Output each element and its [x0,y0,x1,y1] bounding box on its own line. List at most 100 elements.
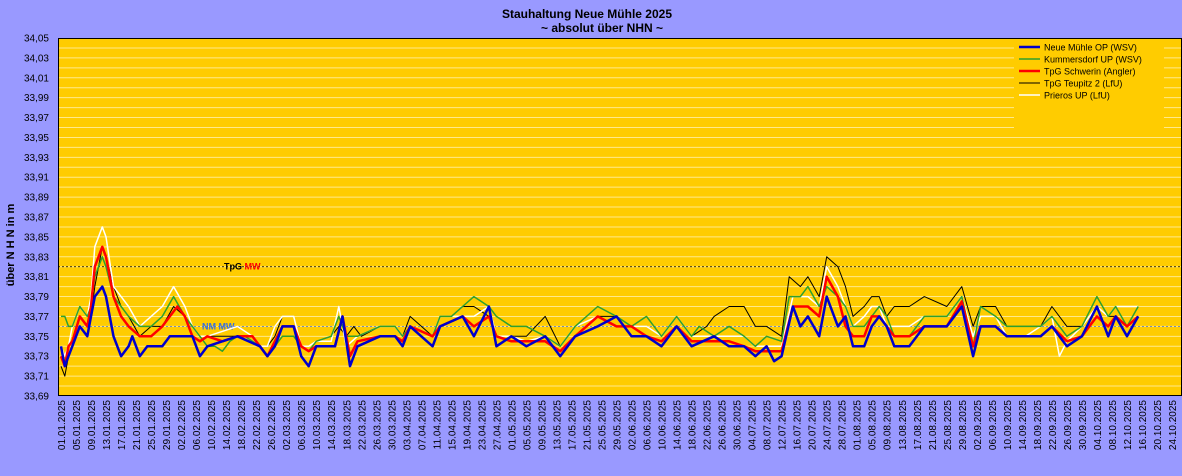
x-tick-label: 25.08.2025 [943,400,954,450]
x-tick-label: 27.04.2025 [492,400,503,450]
x-tick-label: 24.07.2025 [823,400,834,450]
x-tick-label: 18.02.2025 [237,400,248,450]
x-tick-label: 16.07.2025 [793,400,804,450]
reference-line-label: TpG MW [224,262,261,272]
x-tick-label: 07.04.2025 [417,400,428,450]
x-tick-label: 19.04.2025 [462,400,473,450]
y-axis-label: über N H N in m [5,204,17,287]
x-tick-label: 25.05.2025 [598,400,609,450]
y-tick-labels: 34,05 34,03 34,01 33,99 33,97 33,95 33,93 33,91… [24,34,49,403]
x-tick-labels: 01.01.2025 05.01.2025 09.01.2025 13.01.2025… [57,400,1179,450]
x-tick-label: 22.03.2025 [357,400,368,450]
reference-label-part: TpG [224,262,242,272]
y-tick-label: 33,99 [24,93,49,104]
x-tick-label: 09.08.2025 [883,400,894,450]
legend-label: Prieros UP (LfU) [1044,91,1110,101]
x-tick-label: 14.02.2025 [222,400,233,450]
x-tick-label: 21.01.2025 [132,400,143,450]
y-tick-label: 33,83 [24,252,49,263]
x-tick-label: 20.07.2025 [808,400,819,450]
y-tick-label: 33,77 [24,312,49,323]
reference-label-part: MW [216,321,235,331]
legend-label: TpG Schwerin (Angler) [1044,67,1136,77]
series-line [60,246,1139,377]
y-tick-label: 34,01 [24,73,49,84]
x-tick-label: 22.09.2025 [1048,400,1059,450]
y-tick-label: 33,85 [24,232,49,243]
x-tick-label: 15.04.2025 [447,400,458,450]
legend-box [1014,39,1164,129]
x-tick-label: 06.03.2025 [297,400,308,450]
y-tick-label: 33,95 [24,133,49,144]
x-tick-label: 13.08.2025 [898,400,909,450]
y-tick-label: 33,89 [24,193,49,204]
series-line [61,256,1139,357]
x-tick-label: 11.04.2025 [432,400,443,450]
x-tick-label: 17.08.2025 [913,400,924,450]
x-tick-label: 05.08.2025 [868,400,879,450]
x-tick-label: 17.05.2025 [568,400,579,450]
y-tick-label: 33,91 [24,173,49,184]
x-tick-label: 26.03.2025 [372,400,383,450]
chart-title: Stauhaltung Neue Mühle 2025 [502,7,672,21]
x-tick-label: 30.06.2025 [733,400,744,450]
x-tick-label: 02.09.2025 [973,400,984,450]
x-tick-label: 29.08.2025 [958,400,969,450]
x-tick-label: 01.01.2025 [57,400,68,450]
legend-label: TpG Teupitz 2 (LfU) [1044,79,1122,89]
x-tick-label: 09.01.2025 [87,400,98,450]
x-tick-label: 21.05.2025 [583,400,594,450]
x-tick-label: 22.02.2025 [252,400,263,450]
x-tick-label: 17.01.2025 [117,400,128,450]
x-tick-label: 01.05.2025 [507,400,518,450]
x-tick-label: 23.04.2025 [477,400,488,450]
y-tick-label: 34,05 [24,34,49,45]
x-tick-label: 18.09.2025 [1033,400,1044,450]
x-tick-label: 24.10.2025 [1168,400,1179,450]
y-tick-label: 33,79 [24,292,49,303]
legend-label: Kummersdorf UP (WSV) [1044,55,1142,65]
reference-label-part: MW [242,262,261,272]
x-tick-label: 10.09.2025 [1003,400,1014,450]
x-tick-label: 30.03.2025 [387,400,398,450]
chart-subtitle: ~ absolut über NHN ~ [541,21,663,35]
x-tick-label: 13.05.2025 [552,400,563,450]
x-tick-label: 04.10.2025 [1093,400,1104,450]
x-tick-label: 01.08.2025 [853,400,864,450]
y-tick-label: 33,81 [24,272,49,283]
x-tick-label: 28.07.2025 [838,400,849,450]
x-tick-label: 13.01.2025 [102,400,113,450]
x-tick-label: 25.01.2025 [147,400,158,450]
x-tick-label: 20.10.2025 [1153,400,1164,450]
x-tick-label: 12.07.2025 [778,400,789,450]
series-line [59,285,1140,368]
x-tick-label: 03.04.2025 [402,400,413,450]
x-tick-label: 14.06.2025 [673,400,684,450]
y-tick-label: 34,03 [24,53,49,64]
x-tick-label: 10.03.2025 [312,400,323,450]
x-tick-label: 06.09.2025 [988,400,999,450]
x-tick-label: 02.03.2025 [282,400,293,450]
x-tick-label: 06.06.2025 [643,400,654,450]
x-tick-label: 18.03.2025 [342,400,353,450]
x-tick-label: 02.06.2025 [628,400,639,450]
x-tick-label: 04.07.2025 [748,400,759,450]
x-tick-label: 05.05.2025 [522,400,533,450]
x-tick-label: 18.06.2025 [688,400,699,450]
x-tick-label: 10.06.2025 [658,400,669,450]
x-tick-label: 14.03.2025 [327,400,338,450]
x-tick-label: 26.02.2025 [267,400,278,450]
x-tick-label: 30.09.2025 [1078,400,1089,450]
y-tick-label: 33,93 [24,153,49,164]
legend: Neue Mühle OP (WSV) Kummersdorf UP (WSV) T… [1014,39,1164,129]
x-tick-label: 14.09.2025 [1018,400,1029,450]
reference-line-label: NM MW [202,321,235,331]
x-tick-label: 29.05.2025 [613,400,624,450]
x-tick-label: 05.01.2025 [72,400,83,450]
x-tick-label: 08.07.2025 [763,400,774,450]
x-tick-label: 21.08.2025 [928,400,939,450]
y-tick-label: 33,87 [24,213,49,224]
x-tick-label: 08.10.2025 [1108,400,1119,450]
x-tick-label: 29.01.2025 [162,400,173,450]
